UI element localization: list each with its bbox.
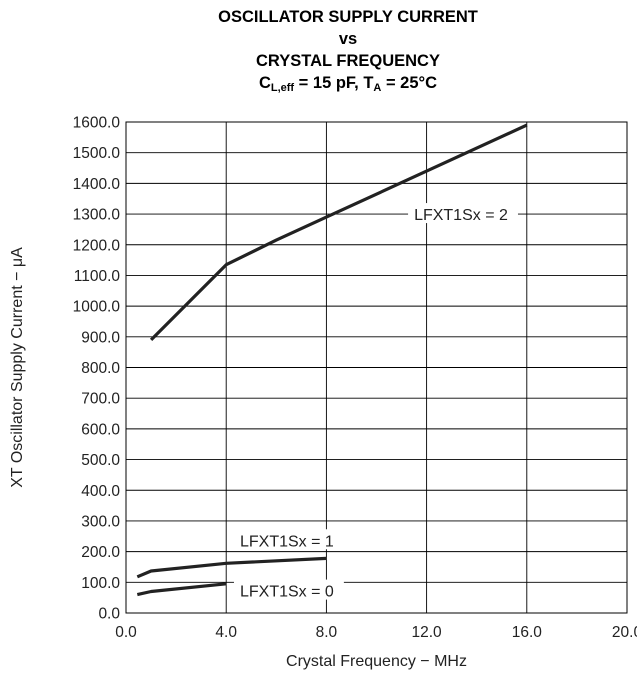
- temp-condition: = 25°C: [381, 74, 438, 92]
- x-tick-label: 16.0: [512, 624, 543, 641]
- x-tick-label: 12.0: [412, 624, 443, 641]
- title-line-1: OSCILLATOR SUPPLY CURRENT: [218, 8, 478, 26]
- x-tick-label: 4.0: [215, 624, 237, 641]
- series-line-0: [149, 123, 528, 342]
- y-tick-label: 300.0: [81, 513, 120, 530]
- curve-label-1: LFXT1Sx = 1: [240, 533, 334, 550]
- cap-condition: = 15 pF, T: [294, 74, 374, 92]
- y-tick-label: 600.0: [81, 421, 120, 438]
- x-tick-label: 0.0: [115, 624, 137, 641]
- cap-symbol: C: [258, 74, 271, 92]
- x-tick-labels: 0.0 4.0 8.0 12.0 16.0 20.0: [115, 624, 637, 641]
- y-tick-label: 1500.0: [73, 145, 121, 162]
- curve-label-bg: [233, 529, 344, 550]
- y-tick-label: 1600.0: [73, 115, 121, 132]
- y-tick-label: 400.0: [81, 483, 120, 500]
- y-tick-label: 500.0: [81, 452, 120, 469]
- y-tick-label: 0.0: [98, 606, 120, 623]
- y-tick-label: 1200.0: [73, 237, 121, 254]
- y-tick-label: 800.0: [81, 360, 120, 377]
- y-tick-label: 1400.0: [73, 176, 121, 193]
- y-tick-label: 700.0: [81, 391, 120, 408]
- curve-label-0: LFXT1Sx = 2: [414, 207, 508, 224]
- curve-label-bg: [233, 579, 344, 600]
- series-line-1: [136, 556, 327, 579]
- x-tick-label: 20.0: [612, 624, 637, 641]
- title-line-2: vs: [338, 30, 358, 48]
- grid-lines: [125, 121, 628, 614]
- y-tick-label: 1100.0: [74, 268, 121, 285]
- curve-labels: LFXT1Sx = 2 LFXT1Sx = 1 LFXT1Sx = 0: [233, 203, 518, 601]
- y-tick-label: 1300.0: [73, 207, 121, 224]
- y-tick-labels: 0.0 100.0 200.0 300.0 400.0 500.0 600.0 700.0 80…: [73, 115, 121, 623]
- y-axis-label: XT Oscillator Supply Current − μA: [9, 247, 26, 488]
- y-tick-label: 900.0: [81, 329, 120, 346]
- series-line-2: [136, 582, 227, 597]
- x-axis-label: Crystal Frequency − MHz: [286, 653, 467, 670]
- title-line-3: CRYSTAL FREQUENCY: [256, 52, 440, 70]
- x-tick-label: 8.0: [316, 624, 338, 641]
- data-series: [136, 123, 528, 597]
- title-line-4: CL,eff = 15 pF, TA = 25°C: [108, 72, 588, 94]
- cap-subscript: L,eff: [270, 82, 295, 94]
- y-tick-label: 100.0: [81, 575, 120, 592]
- y-tick-label: 1000.0: [73, 299, 121, 316]
- curve-label-2: LFXT1Sx = 0: [240, 584, 334, 601]
- plot-frame: [125, 121, 628, 614]
- chart-title: OSCILLATOR SUPPLY CURRENT vs CRYSTAL FRE…: [108, 6, 588, 94]
- curve-label-bg: [408, 203, 518, 224]
- temp-subscript: A: [373, 82, 382, 94]
- y-tick-label: 200.0: [81, 544, 120, 561]
